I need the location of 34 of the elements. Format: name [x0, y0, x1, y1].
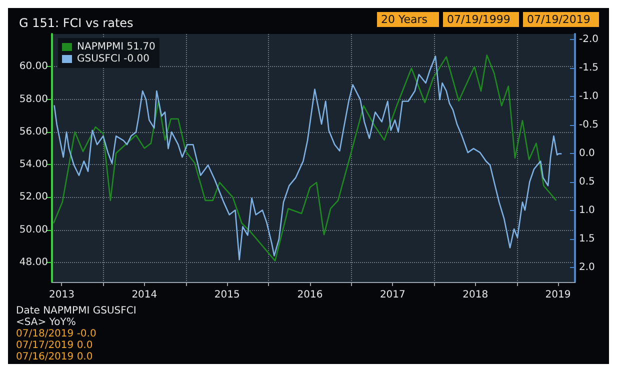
y2-tick-label: -0.5 — [579, 120, 599, 131]
x-tick-label: 2016 — [297, 290, 323, 300]
y-tick-label: 60.00 — [19, 61, 48, 72]
text: 07/19/2019 — [527, 13, 590, 26]
x-tick-label: 2015 — [214, 290, 240, 300]
y-tick-label: 52.00 — [19, 192, 48, 203]
x-tick-label: 2018 — [462, 290, 488, 300]
text: <SA> YoY% — [16, 317, 76, 328]
text: 07/18/2019 -0.0 — [16, 328, 96, 340]
y2-tick-label: 1.0 — [579, 205, 595, 216]
y-tick-label: 50.00 — [19, 224, 48, 236]
y2-tick-label: 2.0 — [579, 262, 595, 274]
y2-tick-label: 0.0 — [579, 148, 595, 160]
text: Date NAPMPMI GSUSFCI — [16, 306, 136, 316]
y-tick-label: 54.00 — [19, 159, 48, 170]
y-tick-label: 58.00 — [19, 94, 48, 105]
y2-tick-label: -1.0 — [579, 91, 599, 102]
y-tick-label: 56.00 — [19, 126, 48, 138]
text: 07/17/2019 0.0 — [16, 340, 93, 351]
y2-tick-label: -2.0 — [579, 34, 599, 46]
y2-tick-label: -1.5 — [579, 62, 599, 74]
legend-label: GSUSFCI -0.00 — [77, 54, 150, 64]
chart-title: G 151: FCI vs rates — [19, 16, 134, 30]
x-tick-label: 2014 — [132, 290, 158, 300]
text: 07/19/1999 — [447, 13, 510, 26]
x-tick-label: 2019 — [545, 290, 571, 300]
y2-tick-label: 0.5 — [579, 176, 595, 188]
x-tick-label: 2013 — [49, 290, 74, 300]
x-tick-label: 2017 — [380, 290, 406, 300]
y2-tick-label: 1.5 — [579, 234, 595, 245]
y-tick-label: 48.00 — [19, 256, 48, 268]
text: 20 Years — [381, 13, 428, 26]
legend-label: NAPMPMI 51.70 — [77, 42, 156, 52]
text: 07/16/2019 0.0 — [16, 352, 93, 362]
